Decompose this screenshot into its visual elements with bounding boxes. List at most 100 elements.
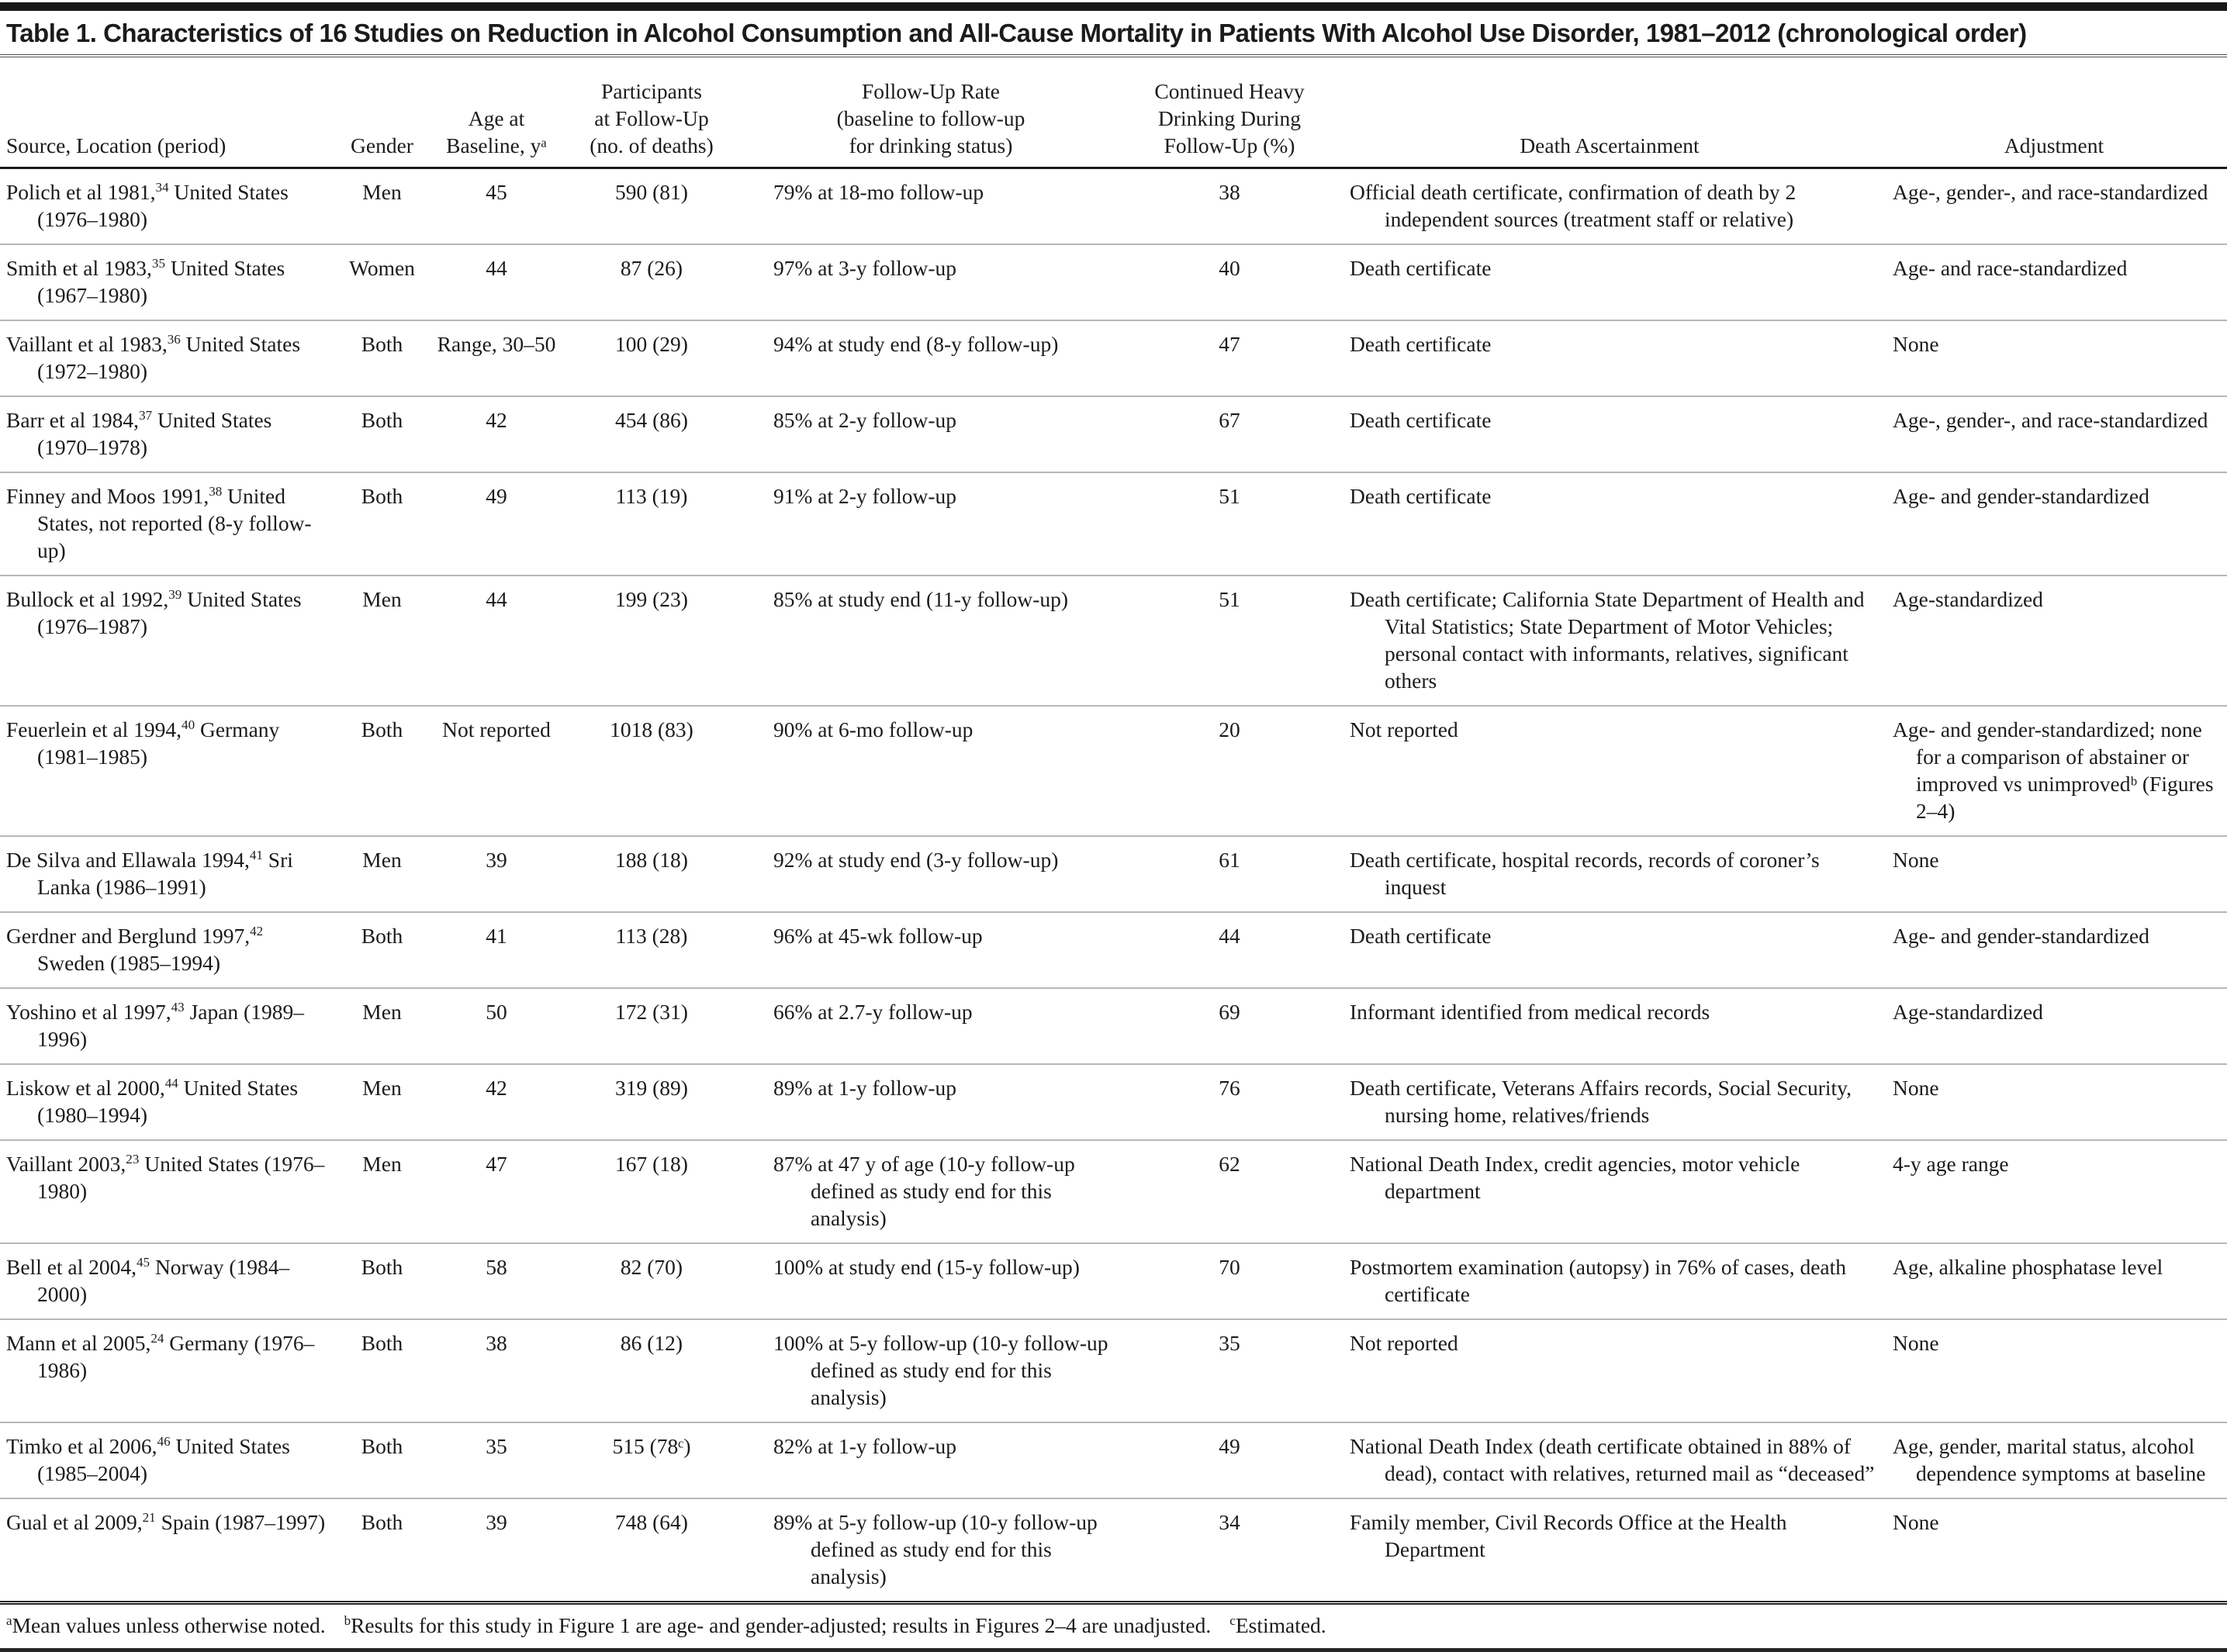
cell-followup-rate: 100% at study end (15-y follow-up) xyxy=(741,1243,1121,1320)
cell-gender: Both xyxy=(334,472,431,576)
cell-gender: Men xyxy=(334,836,431,913)
cell-source: Gerdner and Berglund 1997,42 Sweden (198… xyxy=(0,912,334,989)
reference-superscript: 35 xyxy=(151,255,165,271)
col-header-source: Source, Location (period) xyxy=(0,57,334,169)
cell-participants: 113 (28) xyxy=(562,912,741,989)
cell-source: Finney and Moos 1991,38 United States, n… xyxy=(0,472,334,576)
cell-participants: 82 (70) xyxy=(562,1243,741,1320)
reference-superscript: 43 xyxy=(171,999,185,1014)
reference-superscript: 38 xyxy=(209,483,223,499)
cell-death-ascertainment: Death certificate xyxy=(1338,244,1881,321)
cell-age-baseline: 35 xyxy=(431,1422,562,1499)
cell-participants: 199 (23) xyxy=(562,575,741,707)
table-row: Bullock et al 1992,39 United States (197… xyxy=(0,575,2227,707)
source-text: Timko et al 2006, xyxy=(6,1434,157,1458)
cell-participants: 590 (81) xyxy=(562,168,741,245)
source-location: United States (1985–2004) xyxy=(37,1434,290,1485)
cell-participants: 87 (26) xyxy=(562,244,741,321)
cell-participants: 167 (18) xyxy=(562,1140,741,1244)
cell-death-ascertainment: Death certificate xyxy=(1338,912,1881,989)
source-text: Finney and Moos 1991, xyxy=(6,484,209,508)
cell-participants: 113 (19) xyxy=(562,472,741,576)
source-text: Yoshino et al 1997, xyxy=(6,1000,171,1024)
cell-age-baseline: 38 xyxy=(431,1319,562,1423)
source-text: Feuerlein et al 1994, xyxy=(6,717,182,741)
cell-adjustment: Age, gender, marital status, alcohol dep… xyxy=(1881,1422,2227,1499)
cell-participants: 319 (89) xyxy=(562,1064,741,1141)
cell-followup-rate: 85% at 2-y follow-up xyxy=(741,396,1121,473)
source-location: Spain (1987–1997) xyxy=(155,1510,326,1534)
cell-death-ascertainment: Postmortem examination (autopsy) in 76% … xyxy=(1338,1243,1881,1320)
cell-heavy-drinking-pct: 70 xyxy=(1121,1243,1338,1320)
source-location: Sweden (1985–1994) xyxy=(37,951,221,975)
cell-gender: Men xyxy=(334,1064,431,1141)
cell-heavy-drinking-pct: 47 xyxy=(1121,320,1338,397)
cell-adjustment: Age-standardized xyxy=(1881,988,2227,1065)
footnote-marker: b xyxy=(344,1612,351,1628)
cell-age-baseline: Not reported xyxy=(431,706,562,837)
table-header: Source, Location (period) Gender Age at … xyxy=(0,57,2227,169)
table-row: Smith et al 1983,35 United States (1967–… xyxy=(0,244,2227,321)
table-row: Bell et al 2004,45 Norway (1984–2000) Bo… xyxy=(0,1243,2227,1320)
footnote-marker: c xyxy=(1229,1612,1236,1628)
cell-death-ascertainment: National Death Index (death certificate … xyxy=(1338,1422,1881,1499)
source-location: United States (1976–1987) xyxy=(37,587,302,638)
cell-followup-rate: 90% at 6-mo follow-up xyxy=(741,706,1121,837)
col-header-age: Age at Baseline, yᵃ xyxy=(431,57,562,169)
cell-participants: 86 (12) xyxy=(562,1319,741,1423)
cell-heavy-drinking-pct: 38 xyxy=(1121,168,1338,245)
cell-followup-rate: 89% at 5-y follow-up (10-y follow-up def… xyxy=(773,1510,1098,1588)
col-header-death-ascertainment: Death Ascertainment xyxy=(1338,57,1881,169)
top-rule xyxy=(0,2,2227,11)
cell-source: Yoshino et al 1997,43 Japan (1989–1996) xyxy=(0,988,334,1065)
cell-gender: Both xyxy=(334,396,431,473)
cell-heavy-drinking-pct: 49 xyxy=(1121,1422,1338,1499)
source-text: Smith et al 1983, xyxy=(6,256,152,280)
cell-adjustment: None xyxy=(1881,836,2227,913)
table-row: Timko et al 2006,46 United States (1985–… xyxy=(0,1422,2227,1499)
cell-participants: 515 (78ᶜ) xyxy=(562,1422,741,1499)
col-header-heavy-drinking: Continued Heavy Drinking During Follow-U… xyxy=(1121,57,1338,169)
cell-source: Polich et al 1981,34 United States (1976… xyxy=(0,168,334,245)
cell-age-baseline: 49 xyxy=(431,472,562,576)
cell-adjustment: Age- and gender-standardized xyxy=(1881,472,2227,576)
source-location: Japan (1989–1996) xyxy=(37,1000,304,1051)
reference-superscript: 40 xyxy=(182,717,195,732)
cell-age-baseline: 44 xyxy=(431,575,562,707)
table-body: Polich et al 1981,34 United States (1976… xyxy=(0,168,2227,1602)
cell-gender: Both xyxy=(334,912,431,989)
footnote-text: Mean values unless otherwise noted. xyxy=(12,1613,326,1637)
source-location: United States (1976–1980) xyxy=(37,180,289,231)
source-location: United States (1970–1978) xyxy=(37,408,272,459)
footnote-item: bResults for this study in Figure 1 are … xyxy=(344,1613,1212,1637)
cell-heavy-drinking-pct: 35 xyxy=(1121,1319,1338,1423)
cell-gender: Men xyxy=(334,575,431,707)
reference-superscript: 34 xyxy=(155,179,169,195)
cell-followup-rate: 96% at 45-wk follow-up xyxy=(741,912,1121,989)
source-text: De Silva and Ellawala 1994, xyxy=(6,848,250,872)
table-footnotes: aMean values unless otherwise noted. bRes… xyxy=(0,1601,2227,1652)
cell-source: Gual et al 2009,21 Spain (1987–1997) xyxy=(0,1498,334,1601)
cell-adjustment: 4-y age range xyxy=(1881,1140,2227,1244)
cell-gender: Both xyxy=(334,320,431,397)
cell-adjustment: Age- and gender-standardized xyxy=(1881,912,2227,989)
study-characteristics-table: Source, Location (period) Gender Age at … xyxy=(0,57,2227,1601)
reference-superscript: 36 xyxy=(167,331,181,347)
cell-followup-rate: 92% at study end (3-y follow-up) xyxy=(741,836,1121,913)
cell-participants: 1018 (83) xyxy=(562,706,741,837)
source-location: United States (1980–1994) xyxy=(37,1076,299,1127)
cell-source: Barr et al 1984,37 United States (1970–1… xyxy=(0,396,334,473)
cell-gender: Both xyxy=(361,1510,403,1534)
cell-gender: Both xyxy=(334,1319,431,1423)
cell-heavy-drinking-pct: 62 xyxy=(1121,1140,1338,1244)
table-row: Polich et al 1981,34 United States (1976… xyxy=(0,168,2227,245)
cell-gender: Both xyxy=(334,706,431,837)
reference-superscript: 37 xyxy=(139,407,153,423)
source-text: Gerdner and Berglund 1997, xyxy=(6,924,251,948)
cell-adjustment: Age, alkaline phosphatase level xyxy=(1881,1243,2227,1320)
cell-death-ascertainment: Official death certificate, confirmation… xyxy=(1338,168,1881,245)
col-header-gender: Gender xyxy=(334,57,431,169)
cell-followup-rate: 97% at 3-y follow-up xyxy=(741,244,1121,321)
cell-participants: 100 (29) xyxy=(562,320,741,397)
